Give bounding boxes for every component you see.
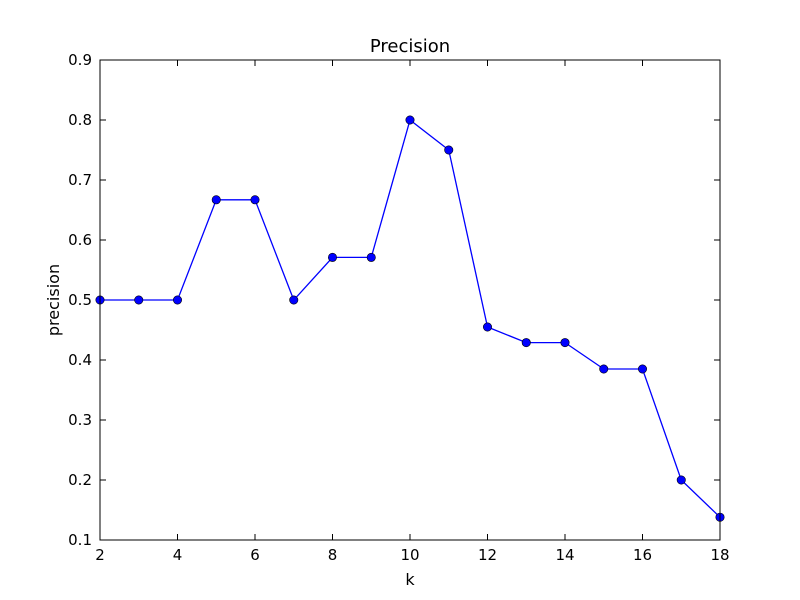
x-tick-label: 10: [400, 546, 419, 564]
data-point: [134, 295, 144, 305]
chart-title: Precision: [370, 36, 450, 57]
y-axis-label: precision: [44, 264, 63, 336]
data-point: [327, 252, 337, 262]
x-axis-label: k: [405, 570, 415, 589]
data-point: [482, 322, 492, 332]
data-point: [637, 364, 647, 374]
y-tick-label: 0.3: [68, 411, 92, 429]
x-tick-label: 16: [633, 546, 652, 564]
x-tick-label: 2: [95, 546, 105, 564]
y-tick-label: 0.7: [68, 171, 92, 189]
y-tick-label: 0.9: [68, 51, 92, 69]
data-point: [289, 295, 299, 305]
y-tick-label: 0.6: [68, 231, 92, 249]
data-point: [599, 364, 609, 374]
x-tick-label: 4: [173, 546, 183, 564]
data-point: [444, 145, 454, 155]
y-tick-label: 0.2: [68, 471, 92, 489]
data-point: [676, 475, 686, 485]
x-tick-label: 18: [710, 546, 729, 564]
data-point: [250, 195, 260, 205]
y-tick-label: 0.4: [68, 351, 92, 369]
plot-area-frame: [99, 59, 721, 541]
y-tick-label: 0.8: [68, 111, 92, 129]
x-tick-label: 8: [328, 546, 338, 564]
data-point: [560, 338, 570, 348]
x-tick-label: 14: [555, 546, 574, 564]
y-tick-label: 0.1: [68, 531, 92, 549]
series-line: [100, 118, 721, 518]
data-point: [366, 252, 376, 262]
data-point: [405, 115, 415, 125]
data-point: [211, 195, 221, 205]
axis-ticks: 2 4 6 8 10 12 14 16 18 0.1 0.2 0.3 0.4 0.5 0.6 0.7 0.8 0.…: [68, 51, 729, 564]
x-tick-label: 12: [478, 546, 497, 564]
data-point: [173, 295, 183, 305]
x-tick-label: 6: [250, 546, 260, 564]
data-series: [95, 115, 725, 522]
data-point: [521, 338, 531, 348]
y-tick-label: 0.5: [68, 291, 92, 309]
